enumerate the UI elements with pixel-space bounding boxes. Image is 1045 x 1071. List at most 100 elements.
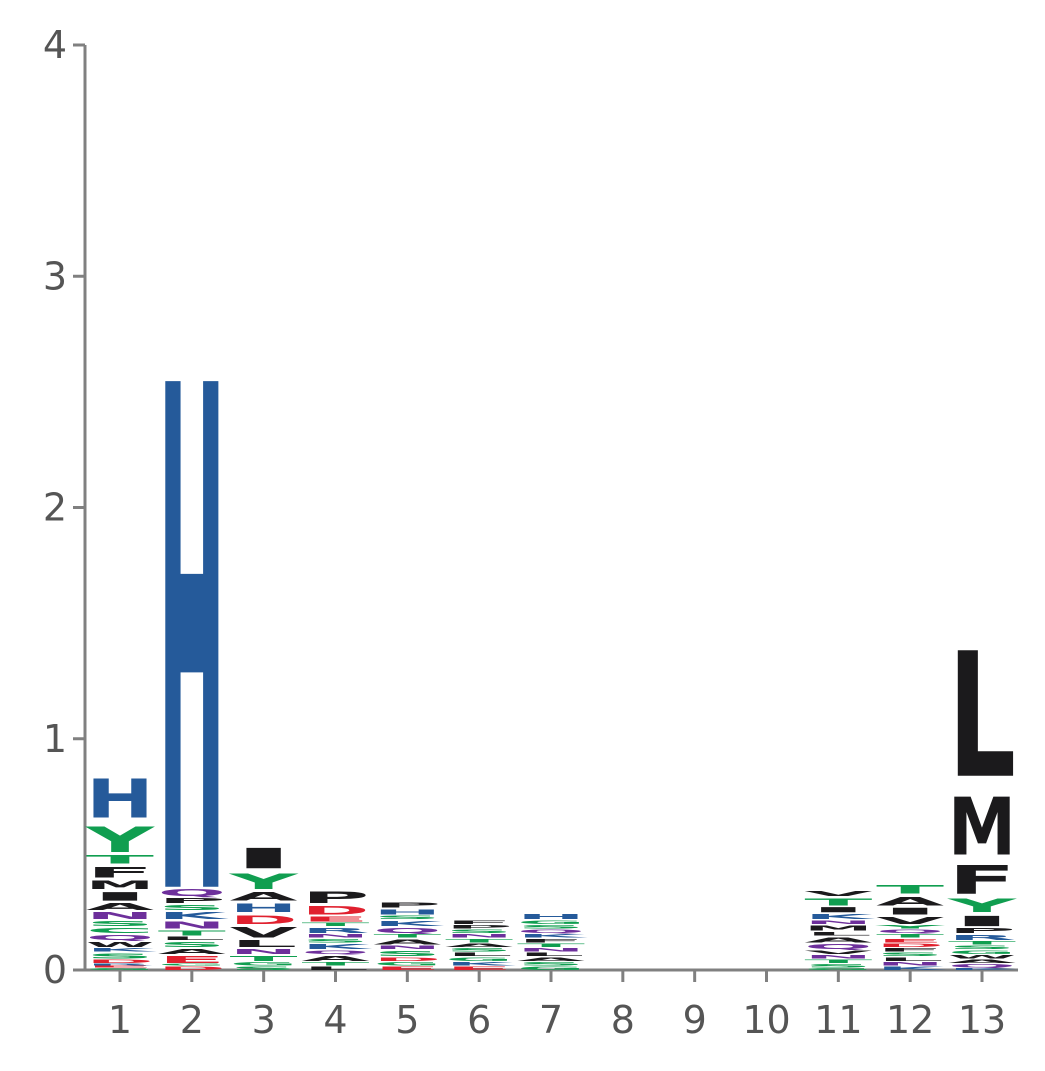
logo-letter: G [230, 961, 298, 966]
logo-letter: L [158, 936, 226, 941]
logo-letter: D [302, 904, 370, 918]
logo-letter-glyph: L [948, 616, 1016, 817]
logo-letter: Q [948, 963, 1016, 968]
logo-letter-glyph: G [948, 950, 1016, 955]
logo-letter: P [302, 888, 370, 907]
logo-letter: I [876, 906, 944, 917]
logo-letter-glyph: S [373, 915, 441, 920]
logo-letter: A [86, 901, 154, 912]
logo-letter-glyph: L [876, 956, 944, 961]
logo-letter: R [948, 934, 1016, 942]
logo-letter-glyph: G [517, 966, 585, 971]
logo-letter: F [948, 857, 1016, 903]
logo-letter: I [86, 890, 154, 904]
logo-letter: Y [228, 870, 299, 894]
logo-letter-glyph: I [86, 890, 154, 904]
logo-letter-glyph: F [86, 865, 154, 881]
logo-letter-glyph: A [230, 890, 298, 904]
logo-letter: Q [302, 950, 370, 955]
logo-letter: Q [86, 934, 154, 942]
logo-letter: S [86, 920, 154, 928]
logo-letter: S [373, 915, 441, 920]
logo-letter: E [876, 938, 944, 943]
logo-letter: K [948, 968, 1019, 971]
logo-letter-glyph: T [876, 883, 944, 897]
logo-letter-glyph: I [876, 906, 944, 917]
logo-letter: S [86, 952, 154, 960]
logo-letter-glyph: N [373, 945, 441, 950]
logo-letter-glyph: S [86, 952, 154, 960]
logo-letter: N [302, 933, 370, 938]
logo-letter: Y [947, 895, 1017, 917]
logo-letter-glyph: I [230, 843, 298, 875]
logo-letter: I [230, 843, 298, 875]
logo-letter-glyph: G [86, 968, 154, 971]
logo-letter: T [876, 933, 944, 938]
logo-letter-glyph: Q [948, 963, 1016, 968]
logo-letter: V [230, 925, 298, 941]
logo-letter: N [804, 919, 872, 924]
logo-letter-glyph: A [373, 938, 441, 946]
logo-letter-glyph: D [86, 959, 154, 964]
logo-letter-glyph: G [373, 961, 441, 966]
logo-letter-glyph: H [158, 243, 226, 1050]
logo-letter: R [302, 927, 370, 935]
logo-letter-glyph: S [445, 929, 513, 934]
logo-letter: N [804, 954, 872, 959]
logo-letter-glyph: A [804, 936, 872, 944]
logo-letter-glyph: Y [947, 895, 1017, 917]
logo-letter-glyph: K [86, 947, 157, 952]
logo-letter-glyph: K [517, 933, 588, 938]
logo-letter: E [445, 966, 513, 971]
logo-letter: S [158, 940, 226, 948]
logo-letter-glyph: D [373, 956, 441, 961]
logo-letter: S [804, 963, 872, 968]
logo-letter: A [804, 936, 872, 944]
logo-letter-glyph: G [517, 919, 585, 924]
logo-letter: K [517, 933, 588, 938]
logo-letter: H [517, 913, 585, 921]
logo-letter: P [445, 924, 513, 929]
logo-letter: N [86, 911, 154, 922]
x-tick-label: 7 [539, 998, 563, 1042]
logo-letter-glyph: S [948, 945, 1016, 950]
logo-letter-glyph: K [876, 966, 947, 971]
logo-letter-glyph: E [158, 955, 226, 966]
logo-letter: T [804, 959, 872, 964]
logo-letter-glyph: S [517, 924, 585, 929]
logo-letter: A [373, 938, 441, 946]
logo-letter-glyph: L [302, 966, 370, 971]
logo-letter-glyph: N [230, 947, 298, 955]
logo-letter-glyph: Y [85, 820, 156, 860]
logo-letter: R [86, 963, 154, 966]
x-tick-label: 9 [683, 998, 707, 1042]
x-tick-label: 8 [611, 998, 635, 1042]
logo-letter: L [517, 952, 585, 957]
logo-letter: N [373, 945, 441, 950]
logo-letter-glyph: A [445, 943, 513, 948]
logo-letter-glyph: N [86, 911, 154, 922]
logo-letter-glyph: G [445, 956, 513, 961]
logo-letter: C [86, 927, 154, 935]
logo-letter: L [804, 931, 872, 936]
logo-letter-glyph: L [158, 936, 226, 941]
logo-letter-glyph: S [86, 920, 154, 928]
logo-letter-glyph: S [158, 903, 226, 911]
x-tick-label: 6 [467, 998, 491, 1042]
logo-letter-glyph: T [302, 922, 370, 927]
logo-letter-glyph: K [373, 920, 444, 928]
logo-letter: S [302, 938, 370, 943]
logo-letter: G [373, 961, 441, 966]
logo-letter: L [876, 956, 944, 961]
logo-letter: L [948, 616, 1016, 817]
logo-letter: K [445, 961, 516, 966]
y-axis-ticks: 0 1 2 3 4 [43, 23, 85, 992]
logo-letter-glyph: Q [158, 888, 226, 899]
logo-letter-glyph: P [302, 888, 370, 907]
logo-letter-glyph: S [445, 947, 513, 952]
logo-letter-glyph: M [804, 924, 872, 932]
logo-letter: F [876, 947, 944, 952]
